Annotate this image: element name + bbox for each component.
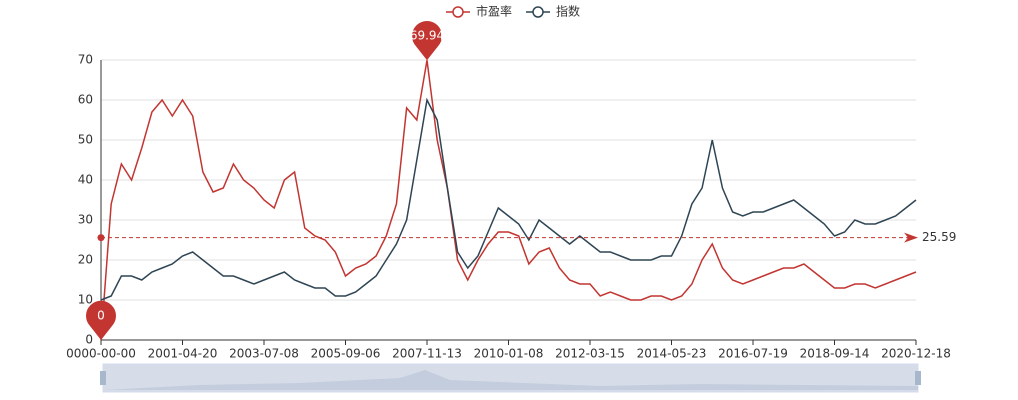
x-tick-label: 2003-07-08 (229, 347, 299, 361)
x-tick-label: 2012-03-15 (555, 347, 625, 361)
x-tick-label: 2016-07-19 (718, 347, 788, 361)
y-tick-label: 30 (78, 213, 93, 227)
average-arrow (904, 232, 918, 243)
series-line (100, 97, 917, 301)
data-zoom[interactable] (100, 363, 921, 393)
y-tick-label: 20 (78, 253, 93, 267)
y-tick-label: 50 (78, 133, 93, 147)
x-tick-label: 2007-11-13 (392, 347, 462, 361)
legend-marker (532, 6, 544, 18)
y-tick-label: 70 (78, 53, 93, 67)
pin-marker (86, 300, 116, 340)
y-tick-label: 0 (85, 333, 93, 347)
series-line (100, 60, 917, 341)
legend-label[interactable]: 指数 (556, 4, 580, 19)
x-tick-label: 2020-12-18 (881, 347, 951, 361)
y-tick-label: 10 (78, 293, 93, 307)
pin-label: 0 (97, 309, 105, 323)
legend-marker (452, 6, 464, 18)
zoom-handle[interactable] (100, 371, 106, 385)
x-tick-label: 2010-01-08 (474, 347, 544, 361)
zoom-handle[interactable] (915, 371, 921, 385)
average-start (97, 234, 105, 242)
zoom-shadow (103, 370, 918, 390)
x-tick-label: 2001-04-20 (148, 347, 218, 361)
y-tick-label: 60 (78, 93, 93, 107)
x-tick-label: 2014-05-23 (637, 347, 707, 361)
x-tick-label: 2018-09-14 (800, 347, 870, 361)
pin-label: 69.94 (410, 29, 444, 43)
x-tick-label: 2005-09-06 (311, 347, 381, 361)
legend-label[interactable]: 市盈率 (476, 4, 512, 19)
pin-marker (412, 21, 442, 61)
average-label: 25.59 (922, 230, 956, 244)
x-tick-label: 0000-00-00 (66, 347, 136, 361)
y-tick-label: 40 (78, 173, 93, 187)
legend[interactable]: 市盈率 指数 (446, 4, 580, 19)
